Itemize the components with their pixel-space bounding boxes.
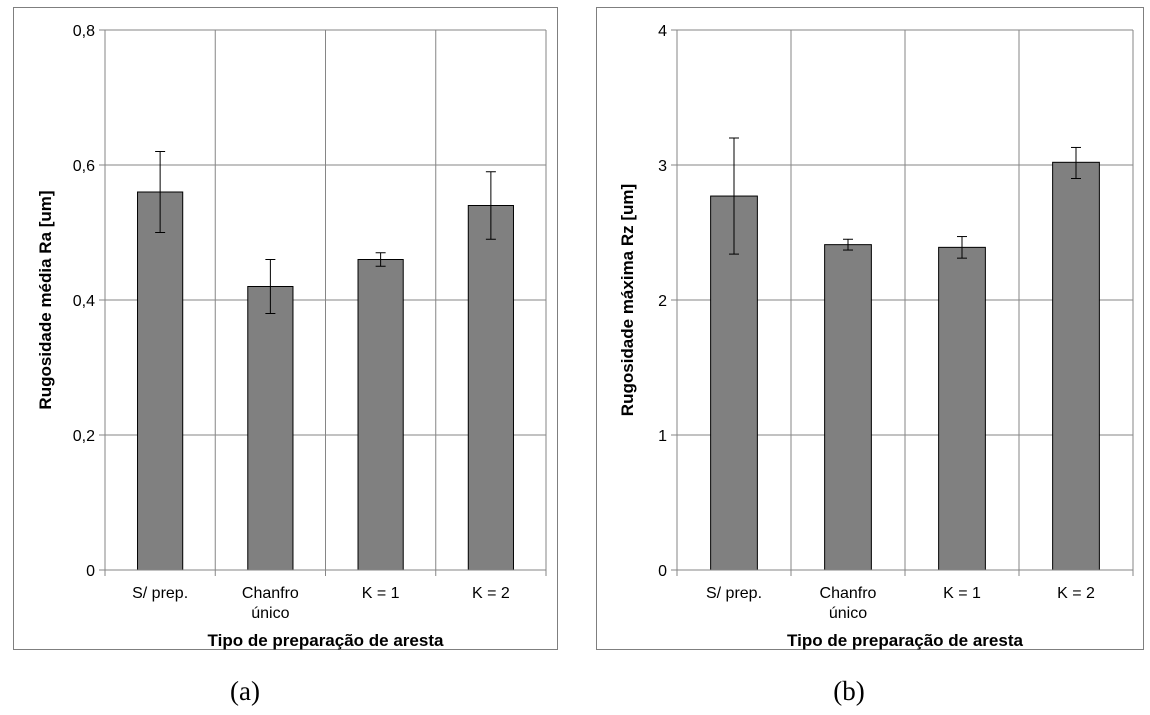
x-axis-title: Tipo de preparação de aresta: [787, 631, 1023, 650]
x-tick-label: K = 2: [1057, 585, 1095, 602]
y-tick-label: 0: [658, 563, 667, 580]
x-tick-label: K = 1: [362, 585, 400, 602]
caption-b: (b): [833, 676, 865, 706]
chart-panel-b: 0 1 2 3 4 S/ prep. Chanfro único K = 1 K = 2 Tipo …: [596, 7, 1144, 650]
caption-a: (a): [230, 676, 260, 706]
y-axis-title: Rugosidade máxima Rz [um]: [618, 184, 637, 416]
x-tick-label: K = 1: [943, 585, 981, 602]
y-tick-label: 3: [658, 158, 667, 175]
bar: [137, 191, 184, 571]
y-tick-label: 0,4: [73, 293, 95, 310]
x-tick-label: S/ prep.: [706, 585, 762, 602]
y-tick-label: 4: [658, 23, 667, 40]
chart-panel-a: 0 0,2 0,4 0,6 0,8 S/ prep. Chanfro único K = 1 K …: [13, 7, 558, 650]
x-tick-label: único: [829, 605, 867, 622]
bar: [824, 244, 872, 571]
y-tick-label: 1: [658, 428, 667, 445]
y-axis-title: Rugosidade média Ra [um]: [36, 190, 55, 409]
bar: [710, 195, 758, 571]
x-axis-title: Tipo de preparação de aresta: [208, 631, 444, 650]
x-tick-label: único: [251, 605, 289, 622]
chart-b-svg: 0 1 2 3 4 S/ prep. Chanfro único K = 1 K = 2 Tipo …: [596, 7, 1144, 650]
y-tick-label: 2: [658, 293, 667, 310]
x-tick-label: K = 2: [472, 585, 510, 602]
chart-a-svg: 0 0,2 0,4 0,6 0,8 S/ prep. Chanfro único K = 1 K …: [13, 7, 558, 650]
bar: [1052, 161, 1100, 571]
bar: [247, 286, 294, 571]
y-tick-label: 0,8: [73, 23, 95, 40]
y-tick-label: 0: [86, 563, 95, 580]
x-tick-label: Chanfro: [820, 585, 877, 602]
x-tick-label: S/ prep.: [132, 585, 188, 602]
y-tick-label: 0,2: [73, 428, 95, 445]
bar: [938, 246, 986, 571]
y-tick-label: 0,6: [73, 158, 95, 175]
bar: [357, 259, 404, 571]
bar: [467, 205, 514, 571]
x-tick-label: Chanfro: [242, 585, 299, 602]
